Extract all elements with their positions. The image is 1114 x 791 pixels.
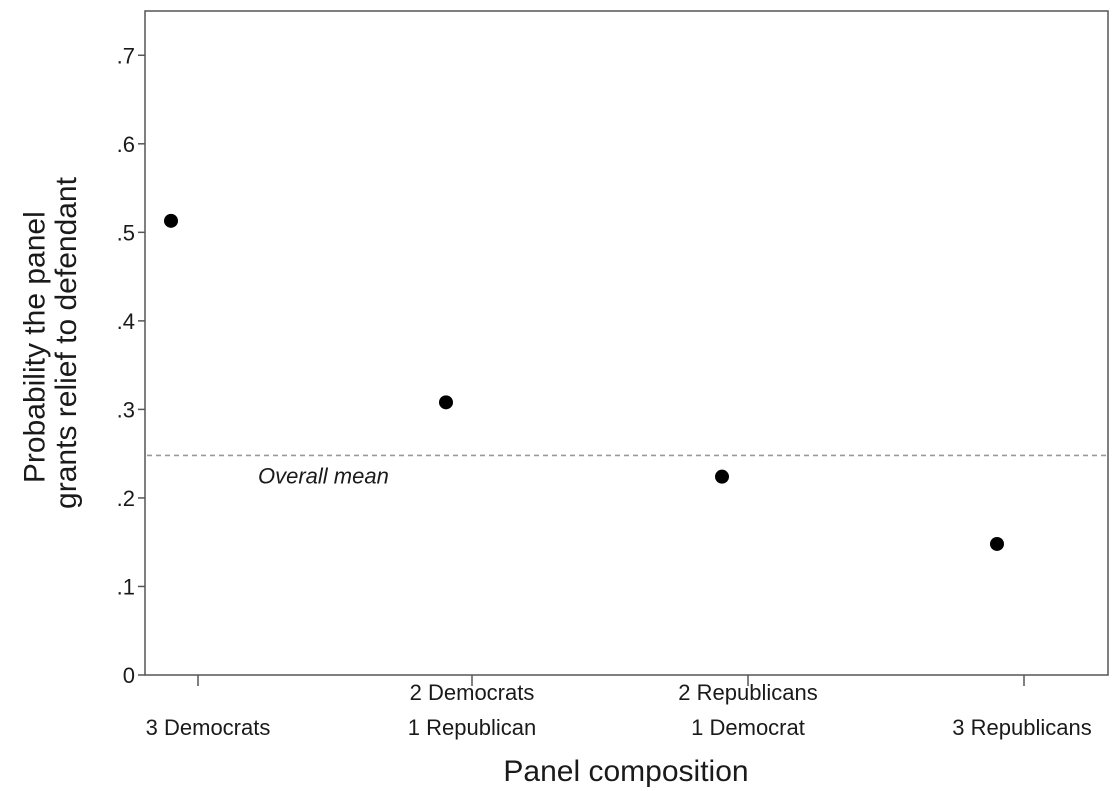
x-tick-label: 2 Democrats xyxy=(410,680,535,705)
y-axis: 0 .1 .2 .3 .4 .5 .6 .7 xyxy=(117,43,145,688)
y-tick-label: .7 xyxy=(117,43,135,68)
x-axis-title: Panel composition xyxy=(503,755,748,788)
reference-line-group: Overall mean xyxy=(147,454,1106,488)
y-tick-label: .6 xyxy=(117,132,135,157)
y-tick-label: 0 xyxy=(123,663,135,688)
y-axis-title-line-1: Probability the panel xyxy=(19,211,52,483)
data-points xyxy=(164,213,1004,551)
y-tick-label: .4 xyxy=(117,309,135,334)
y-tick-label: .1 xyxy=(117,574,135,599)
x-tick-label: 1 Republican xyxy=(408,715,536,740)
data-point xyxy=(990,536,1004,551)
overall-mean-label: Overall mean xyxy=(258,463,389,488)
y-axis-title-line-2: grants relief to defendant xyxy=(50,176,83,509)
x-axis: 3 Democrats 2 Democrats 1 Republican 2 Repu… xyxy=(146,675,1092,740)
x-tick-label: 3 Republicans xyxy=(952,715,1091,740)
data-point xyxy=(715,469,729,484)
data-point xyxy=(164,213,178,228)
data-point xyxy=(439,395,453,410)
y-tick-label: .2 xyxy=(117,486,135,511)
x-tick-label: 1 Democrat xyxy=(691,715,805,740)
y-tick-label: .5 xyxy=(117,220,135,245)
y-axis-title: Probability the panel grants relief to d… xyxy=(19,176,84,509)
y-tick-label: .3 xyxy=(117,397,135,422)
x-tick-label: 2 Republicans xyxy=(678,680,817,705)
x-tick-label: 3 Democrats xyxy=(146,715,271,740)
plot-frame xyxy=(144,10,1109,676)
